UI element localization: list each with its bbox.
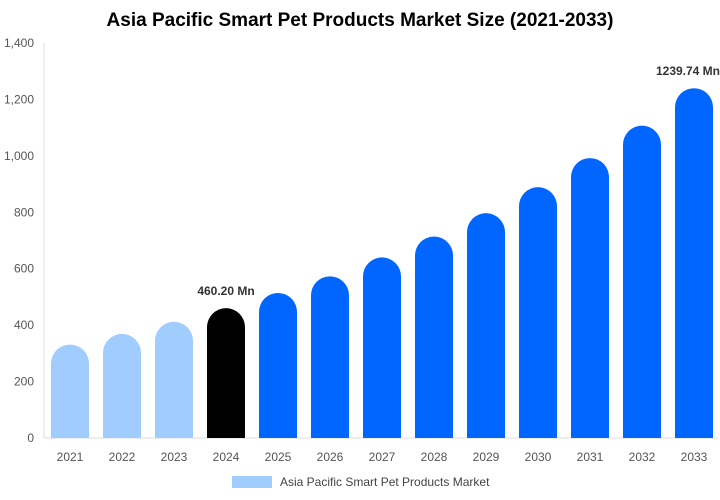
x-tick-label: 2024 xyxy=(213,450,240,464)
bar-2032 xyxy=(623,125,661,439)
data-label: 1239.74 Mn xyxy=(656,64,720,78)
x-tick-label: 2021 xyxy=(57,450,84,464)
bar-2031 xyxy=(571,158,609,438)
x-tick-label: 2032 xyxy=(629,450,656,464)
bar-2022 xyxy=(103,333,141,438)
data-label: 460.20 Mn xyxy=(197,284,254,298)
bar-2026 xyxy=(311,276,349,438)
x-tick-label: 2025 xyxy=(265,450,292,464)
bar-2029 xyxy=(467,213,505,438)
y-tick-label: 1,400 xyxy=(4,36,34,50)
bar-2030 xyxy=(519,187,557,438)
bar-2021 xyxy=(51,344,89,438)
y-tick-label: 200 xyxy=(14,375,34,389)
legend: Asia Pacific Smart Pet Products Market xyxy=(232,475,489,489)
bar-2024 xyxy=(207,308,245,438)
y-tick-label: 0 xyxy=(27,431,34,445)
x-tick-label: 2027 xyxy=(369,450,396,464)
x-tick-label: 2026 xyxy=(317,450,344,464)
chart-title: Asia Pacific Smart Pet Products Market S… xyxy=(106,10,614,31)
bar-2023 xyxy=(155,321,193,438)
y-tick-label: 400 xyxy=(14,318,34,332)
x-tick-label: 2023 xyxy=(161,450,188,464)
x-tick-label: 2033 xyxy=(681,450,708,464)
y-tick-label: 800 xyxy=(14,205,34,219)
bar-2033 xyxy=(675,88,713,438)
y-tick-label: 1,000 xyxy=(4,149,34,163)
y-tick-label: 1,200 xyxy=(4,92,34,106)
y-tick-label: 600 xyxy=(14,262,34,276)
legend-swatch xyxy=(232,476,272,488)
legend-label: Asia Pacific Smart Pet Products Market xyxy=(280,475,490,489)
x-tick-label: 2030 xyxy=(525,450,552,464)
bar-2025 xyxy=(259,292,297,438)
x-tick-label: 2031 xyxy=(577,450,604,464)
x-tick-label: 2022 xyxy=(109,450,136,464)
x-tick-label: 2028 xyxy=(421,450,448,464)
bar-2028 xyxy=(415,236,453,438)
x-tick-label: 2029 xyxy=(473,450,500,464)
bar-2027 xyxy=(363,257,401,438)
